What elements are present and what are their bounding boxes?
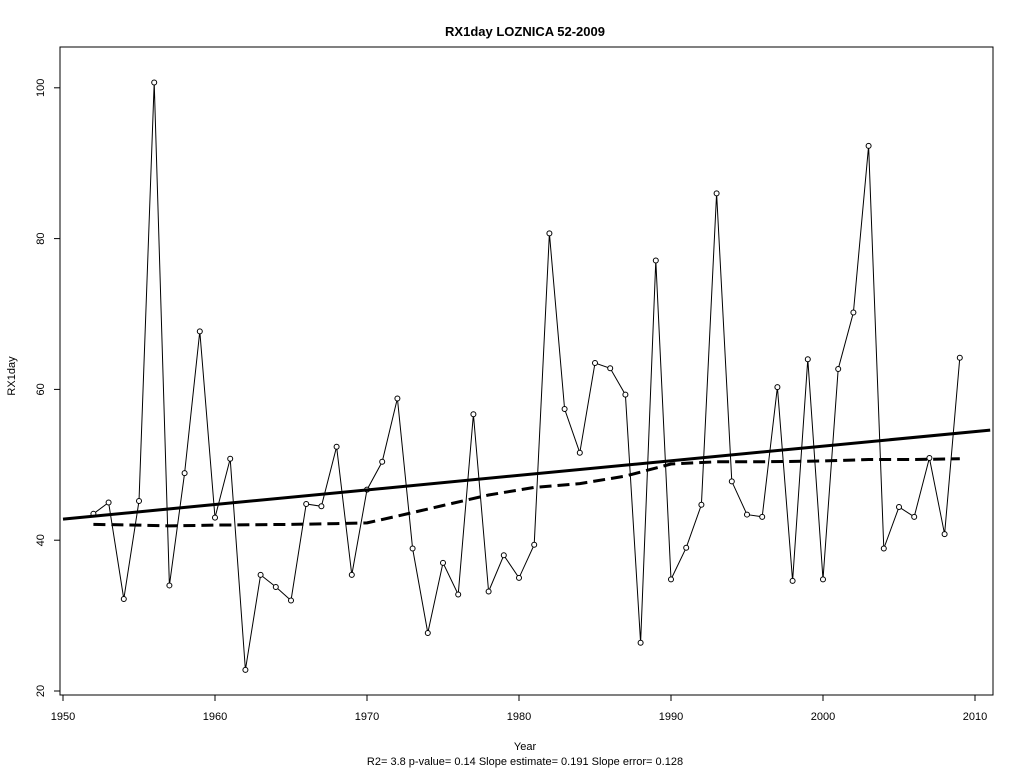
x-tick-label-2010: 2010	[963, 711, 987, 723]
y-axis: 20 40 60 80 100	[35, 79, 60, 697]
data-point-1955	[136, 497, 142, 504]
data-point-1982	[546, 230, 553, 237]
observed-series-line	[93, 82, 961, 670]
x-axis: 1950 1960 1970 1980 1990 2000 2010	[51, 695, 987, 723]
data-point-1957	[166, 582, 173, 589]
data-point-1990	[668, 576, 674, 583]
y-tick-label-100: 100	[35, 79, 47, 97]
data-point-1973	[409, 545, 416, 552]
data-point-1997	[774, 384, 781, 391]
data-point-2003	[865, 142, 872, 149]
data-point-2008	[941, 531, 948, 538]
data-point-1974	[424, 629, 431, 636]
series-layer	[62, 79, 991, 673]
data-point-1958	[181, 470, 188, 477]
x-tick-label-1990: 1990	[659, 711, 683, 723]
data-point-1989	[652, 257, 659, 264]
data-point-1987	[622, 391, 629, 398]
data-point-1959	[196, 328, 203, 335]
data-point-1991	[683, 544, 690, 551]
data-point-1977	[470, 411, 477, 418]
data-point-2000	[820, 576, 826, 583]
data-point-2001	[835, 366, 842, 373]
data-point-1998	[789, 577, 796, 584]
data-point-1980	[516, 574, 522, 581]
data-point-1954	[120, 596, 127, 603]
data-point-1961	[227, 455, 234, 462]
data-point-1966	[303, 501, 310, 508]
data-point-1995	[744, 511, 750, 518]
x-axis-label: Year	[514, 741, 537, 753]
x-tick-label-1960: 1960	[203, 711, 227, 723]
x-tick-label-1970: 1970	[355, 711, 379, 723]
data-point-1967	[318, 503, 325, 510]
data-point-1996	[759, 513, 766, 520]
data-point-1985	[592, 360, 598, 367]
data-point-2006	[911, 513, 918, 520]
x-tick-label-1950: 1950	[51, 711, 75, 723]
data-point-1993	[713, 190, 720, 197]
data-point-1976	[455, 591, 462, 598]
stats-footer: R2= 3.8 p-value= 0.14 Slope estimate= 0.…	[367, 756, 683, 768]
y-axis-label: RX1day	[6, 356, 18, 396]
y-tick-label-40: 40	[35, 534, 47, 546]
data-point-1988	[637, 639, 644, 646]
data-point-1972	[394, 395, 401, 402]
data-point-1981	[531, 541, 538, 548]
data-point-1963	[257, 571, 264, 578]
data-point-1999	[804, 356, 811, 363]
data-point-1965	[288, 597, 294, 604]
data-point-2007	[926, 455, 933, 462]
data-point-1953	[105, 499, 112, 506]
data-point-1979	[500, 552, 507, 559]
data-point-1960	[212, 514, 218, 521]
x-tick-label-1980: 1980	[507, 711, 531, 723]
smoothed-trend-line	[93, 457, 960, 528]
chart-title: RX1day LOZNICA 52-2009	[445, 24, 605, 39]
data-point-1983	[561, 406, 568, 413]
data-point-1968	[333, 443, 340, 450]
data-point-1984	[576, 449, 583, 456]
data-point-2002	[850, 309, 857, 316]
x-tick-label-2000: 2000	[811, 711, 835, 723]
data-point-1994	[728, 478, 735, 485]
data-point-1986	[607, 365, 614, 372]
data-point-1964	[272, 583, 279, 590]
plot-frame	[59, 46, 994, 696]
linear-trend-line	[62, 428, 991, 521]
data-point-1975	[440, 559, 446, 566]
y-tick-label-20: 20	[35, 685, 47, 697]
data-point-1978	[485, 588, 492, 595]
y-tick-label-60: 60	[35, 383, 47, 395]
y-tick-label-80: 80	[35, 232, 47, 244]
data-point-1969	[348, 571, 355, 578]
data-point-2009	[956, 354, 963, 361]
data-point-2004	[880, 545, 887, 552]
data-point-1971	[379, 458, 386, 465]
data-point-1992	[698, 501, 705, 508]
data-point-2005	[896, 504, 902, 511]
data-point-1962	[242, 666, 249, 673]
data-point-1956	[151, 79, 158, 86]
